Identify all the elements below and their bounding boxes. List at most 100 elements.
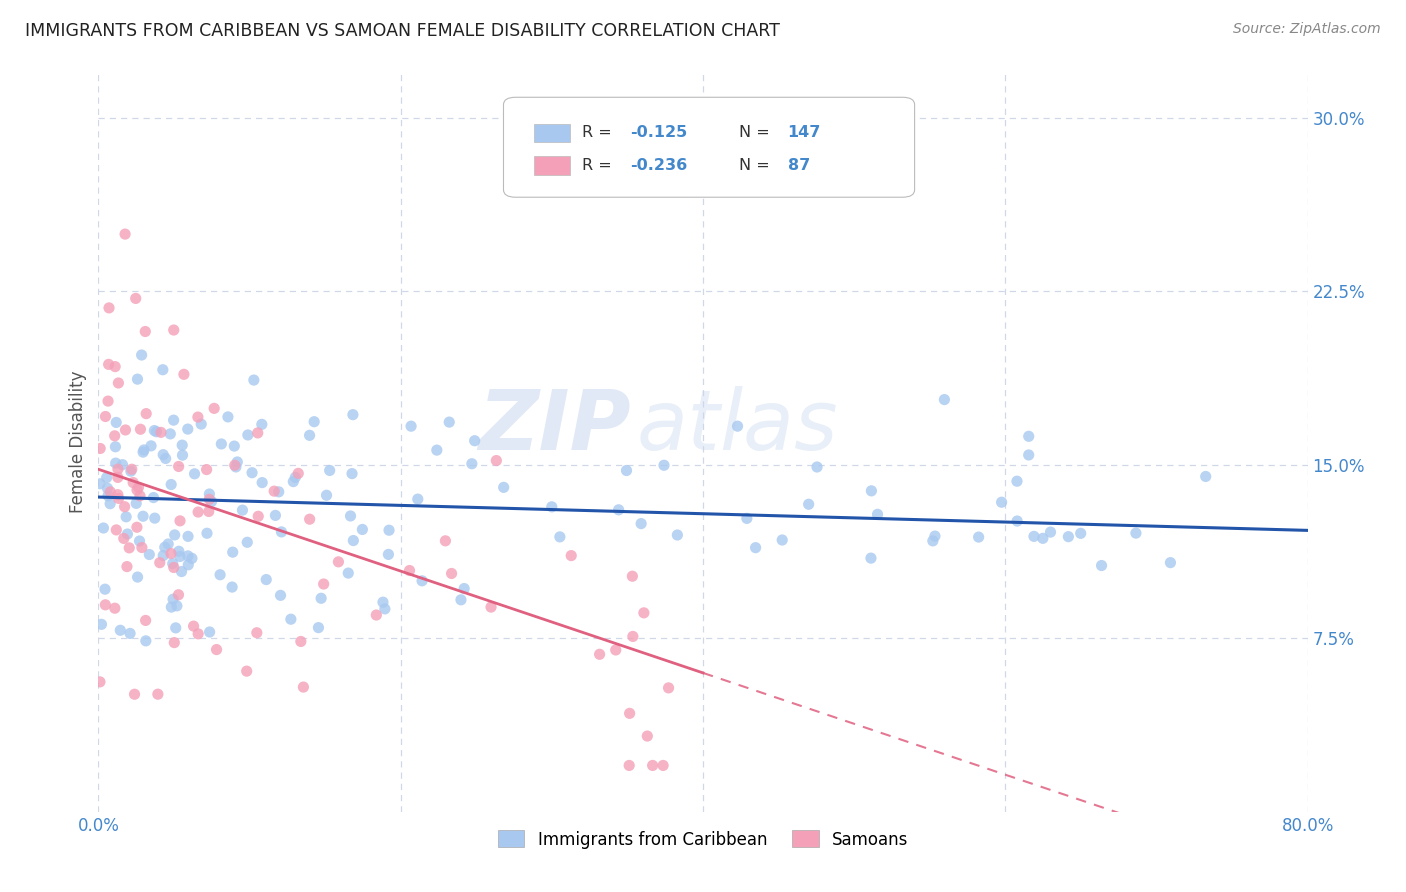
Point [619,758,641,772]
Point [967,530,990,544]
Point [122,475,145,490]
Point [94,409,117,424]
Point [152,363,174,377]
Point [152,549,174,563]
Point [129,422,152,436]
Point [616,463,638,477]
Point [479,600,502,615]
Point [224,458,246,473]
Point [104,429,127,443]
Point [1005,474,1028,488]
Point [287,467,309,481]
Text: -0.236: -0.236 [630,158,688,173]
Point [125,520,148,534]
Point [177,549,200,563]
Point [652,758,675,772]
Point [374,602,396,616]
FancyBboxPatch shape [503,97,915,197]
Point [104,456,127,470]
Point [290,634,312,648]
Point [107,470,129,484]
Point [169,514,191,528]
Point [450,592,472,607]
Point [98,484,121,499]
Point [1005,514,1028,528]
Point [143,511,166,525]
Y-axis label: Female Disability: Female Disability [69,370,87,513]
Point [167,459,190,474]
Point [371,595,394,609]
Point [453,582,475,596]
Point [202,401,225,416]
Point [236,428,259,442]
Point [1125,526,1147,541]
Point [98,301,121,315]
Point [1195,469,1218,483]
Point [492,480,515,494]
Point [340,467,363,481]
Point [195,526,218,541]
Point [107,462,129,476]
Point [127,372,149,386]
Point [97,489,120,503]
Point [250,417,273,432]
Point [98,497,121,511]
Point [434,533,457,548]
Point [146,687,169,701]
Point [630,516,652,531]
Point [633,606,655,620]
Point [247,509,270,524]
Point [90,617,112,632]
Text: -0.125: -0.125 [630,125,688,140]
Point [187,505,209,519]
Text: atlas: atlas [637,386,838,467]
Point [312,577,335,591]
Point [225,459,247,474]
Point [125,483,148,497]
Point [105,523,128,537]
Point [342,533,364,548]
Point [866,508,889,522]
Point [104,359,127,374]
Point [860,483,883,498]
Point [127,570,149,584]
Point [921,533,943,548]
Point [157,537,180,551]
Point [198,487,221,501]
Point [318,463,340,477]
Point [548,530,571,544]
Point [1022,529,1045,543]
Point [200,494,222,508]
Point [167,544,190,558]
Point [270,588,292,602]
Legend: Immigrants from Caribbean, Samoans: Immigrants from Caribbean, Samoans [491,823,915,855]
Point [170,565,193,579]
Point [187,410,209,425]
Point [134,325,156,339]
Point [135,407,157,421]
Point [89,476,111,491]
Point [105,416,128,430]
Point [378,523,401,537]
Text: N =: N = [740,125,775,140]
Point [328,555,350,569]
Point [267,484,290,499]
Point [145,425,167,439]
Point [485,453,508,467]
Point [162,413,184,427]
Point [263,484,285,499]
Point [163,635,186,649]
Point [399,419,422,434]
Point [118,541,141,555]
Point [120,626,142,640]
Point [352,523,374,537]
Point [243,373,266,387]
Point [107,488,129,502]
Point [406,492,429,507]
Point [114,500,136,514]
Point [107,376,129,390]
Point [96,481,118,495]
Point [226,455,249,469]
Point [315,488,337,502]
Text: 147: 147 [787,125,821,140]
